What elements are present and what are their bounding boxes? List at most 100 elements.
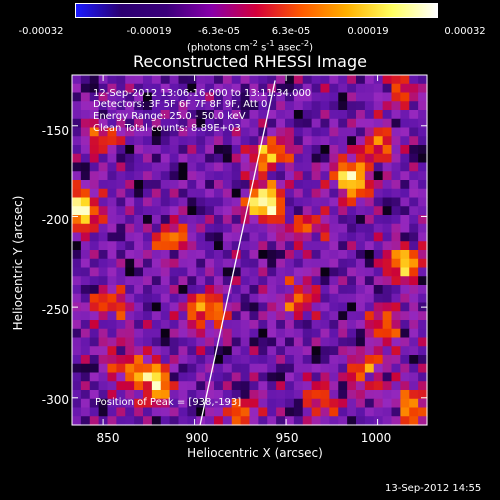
heatmap-cell bbox=[72, 346, 82, 356]
heatmap-cell bbox=[373, 398, 384, 409]
heatmap-cell bbox=[400, 223, 410, 234]
heatmap-cell bbox=[231, 83, 242, 94]
heatmap-cell bbox=[214, 311, 224, 321]
heatmap-cell bbox=[116, 311, 126, 321]
heatmap-cell bbox=[285, 285, 295, 295]
heatmap-cell bbox=[364, 276, 375, 286]
heatmap-cell bbox=[356, 188, 366, 199]
heatmap-cell bbox=[196, 346, 206, 356]
heatmap-cell bbox=[187, 188, 197, 199]
heatmap-cell bbox=[116, 127, 126, 137]
heatmap-cell bbox=[169, 320, 180, 330]
heatmap-cell bbox=[267, 320, 277, 330]
heatmap-cell bbox=[293, 398, 304, 409]
heatmap-cell bbox=[293, 250, 304, 260]
heatmap-cell bbox=[320, 416, 330, 426]
heatmap-cell bbox=[134, 398, 144, 409]
heatmap-cell bbox=[98, 223, 109, 234]
x-axis-label: Heliocentric X (arcsec) bbox=[187, 446, 323, 460]
heatmap-cell bbox=[293, 223, 304, 234]
heatmap-cell bbox=[320, 110, 330, 120]
heatmap-cell bbox=[240, 337, 251, 347]
heatmap-cell bbox=[302, 171, 313, 181]
heatmap-cell bbox=[116, 145, 126, 155]
heatmap-cell bbox=[240, 407, 251, 417]
heatmap-cell bbox=[338, 258, 348, 269]
heatmap-cell bbox=[276, 390, 286, 400]
heatmap-cell bbox=[302, 320, 313, 330]
heatmap-cell bbox=[409, 92, 419, 102]
heatmap-cell bbox=[222, 267, 233, 277]
heatmap-cell bbox=[178, 293, 188, 304]
heatmap-cell bbox=[89, 153, 100, 164]
heatmap-cell bbox=[249, 215, 259, 225]
heatmap-cell bbox=[311, 232, 322, 242]
heatmap-cell bbox=[409, 127, 419, 137]
heatmap-cell bbox=[400, 75, 410, 85]
heatmap-cell bbox=[382, 197, 393, 207]
heatmap-cell bbox=[418, 328, 428, 339]
heatmap-cell bbox=[214, 285, 224, 295]
heatmap-cell bbox=[89, 285, 100, 295]
chart-title: Reconstructed RHESSI Image bbox=[133, 52, 367, 71]
heatmap-cell bbox=[418, 188, 428, 199]
heatmap-cell bbox=[214, 276, 224, 286]
heatmap-cell bbox=[222, 206, 233, 216]
heatmap-cell bbox=[151, 346, 162, 356]
heatmap-cell bbox=[356, 127, 366, 137]
colorbar bbox=[75, 3, 438, 18]
heatmap-cell bbox=[249, 311, 259, 321]
heatmap-cell bbox=[151, 92, 162, 102]
heatmap-cell bbox=[409, 320, 419, 330]
heatmap-cell bbox=[364, 407, 375, 417]
heatmap-cell bbox=[231, 390, 242, 400]
heatmap-cell bbox=[187, 153, 197, 164]
heatmap-cell bbox=[338, 276, 348, 286]
heatmap-cell bbox=[347, 223, 357, 234]
heatmap-cell bbox=[373, 83, 384, 94]
heatmap-cell bbox=[276, 162, 286, 172]
heatmap-cell bbox=[222, 232, 233, 242]
heatmap-cell bbox=[356, 206, 366, 216]
heatmap-cell bbox=[160, 355, 171, 365]
heatmap-cell bbox=[320, 390, 330, 400]
heatmap-cell bbox=[214, 127, 224, 137]
heatmap-cell bbox=[169, 118, 180, 129]
heatmap-cell bbox=[160, 145, 171, 155]
heatmap-cell bbox=[240, 355, 251, 365]
heatmap-cell bbox=[187, 381, 197, 391]
heatmap-cell bbox=[89, 92, 100, 102]
heatmap-cell bbox=[134, 75, 144, 85]
heatmap-cell bbox=[178, 101, 188, 111]
heatmap-cell bbox=[134, 311, 144, 321]
peak-position-label: Position of Peak = [938,-193] bbox=[95, 397, 242, 408]
heatmap-cell bbox=[293, 206, 304, 216]
heatmap-cell bbox=[249, 293, 259, 304]
heatmap-cell bbox=[89, 355, 100, 365]
heatmap-cell bbox=[143, 250, 153, 260]
heatmap-cell bbox=[125, 311, 135, 321]
heatmap-cell bbox=[125, 267, 135, 277]
heatmap-cell bbox=[285, 118, 295, 129]
heatmap-cell bbox=[169, 398, 180, 409]
heatmap-cell bbox=[400, 232, 410, 242]
heatmap-cell bbox=[409, 118, 419, 129]
heatmap-cell bbox=[373, 293, 384, 304]
heatmap-cell bbox=[80, 83, 91, 94]
heatmap-cell bbox=[89, 250, 100, 260]
heatmap-cell bbox=[143, 223, 153, 234]
heatmap-cell bbox=[347, 293, 357, 304]
heatmap-cell bbox=[356, 223, 366, 234]
heatmap-cell bbox=[80, 75, 91, 85]
heatmap-cell bbox=[311, 197, 322, 207]
heatmap-cell bbox=[151, 110, 162, 120]
heatmap-cell bbox=[178, 206, 188, 216]
heatmap-cell bbox=[196, 188, 206, 199]
heatmap-cell bbox=[276, 407, 286, 417]
heatmap-cell bbox=[98, 232, 109, 242]
heatmap-cell bbox=[356, 311, 366, 321]
heatmap-cell bbox=[356, 215, 366, 225]
heatmap-cell bbox=[72, 153, 82, 164]
heatmap-cell bbox=[347, 328, 357, 339]
heatmap-cell bbox=[196, 302, 206, 312]
